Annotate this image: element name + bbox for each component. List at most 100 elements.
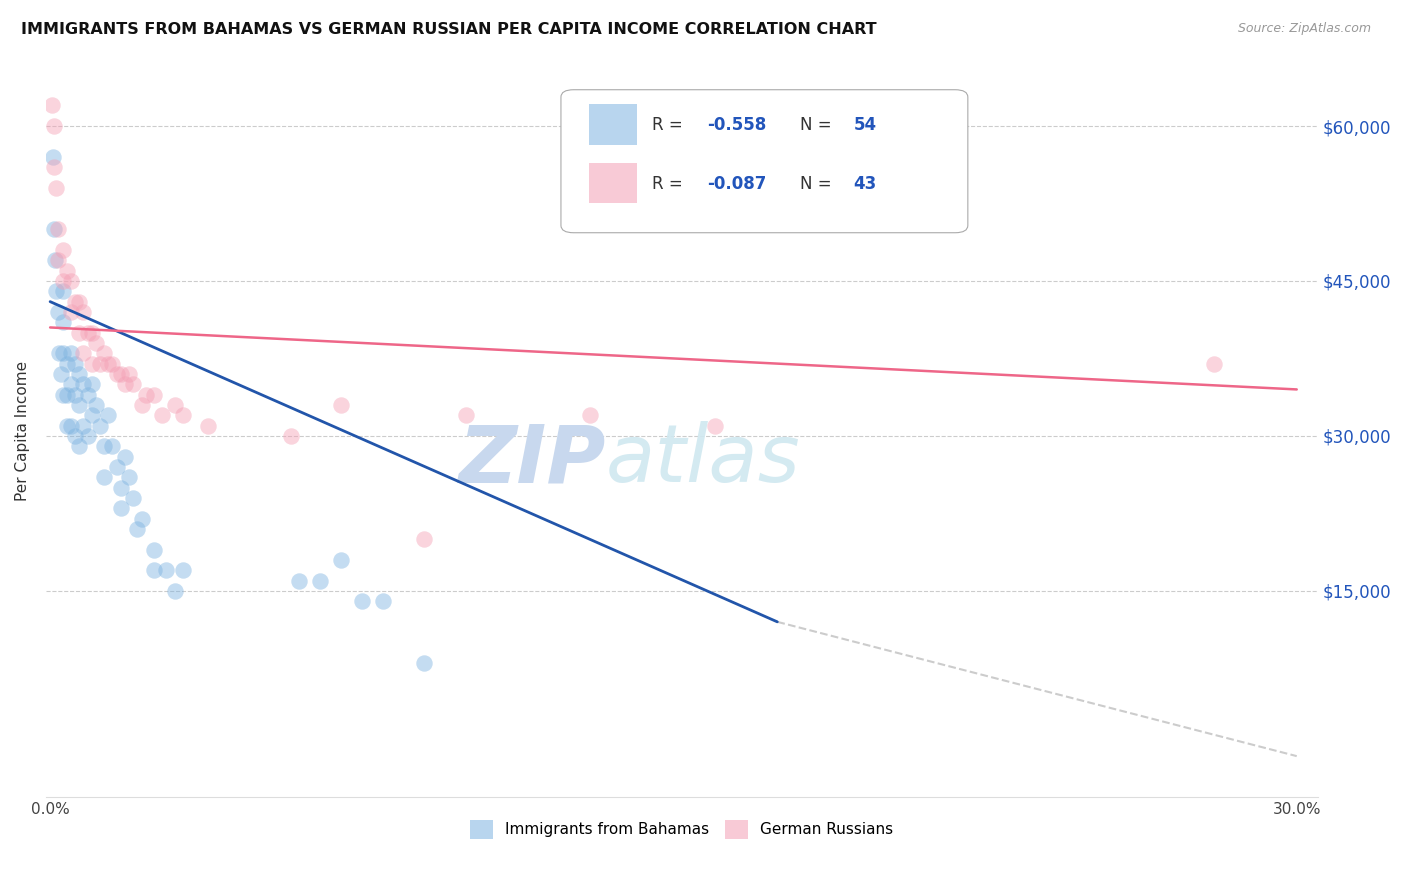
- Point: [72, 377, 94, 392]
- Point: [280, 429, 302, 443]
- Point: [48, 305, 70, 319]
- Point: [80, 357, 103, 371]
- Point: [84, 398, 107, 412]
- Point: [67, 439, 90, 453]
- Point: [45, 181, 67, 195]
- Point: [143, 563, 166, 577]
- Point: [63, 429, 86, 443]
- Point: [84, 335, 107, 350]
- Point: [76, 326, 98, 340]
- Point: [49, 367, 72, 381]
- Point: [67, 398, 90, 412]
- Point: [80, 377, 103, 392]
- Point: [52, 315, 75, 329]
- Point: [143, 387, 166, 401]
- Point: [67, 326, 90, 340]
- Point: [155, 563, 177, 577]
- Point: [76, 429, 98, 443]
- Point: [150, 409, 173, 423]
- Point: [48, 346, 70, 360]
- Point: [45, 285, 67, 299]
- Point: [704, 418, 727, 433]
- Point: [63, 357, 86, 371]
- Point: [44, 222, 66, 236]
- Text: -0.558: -0.558: [707, 116, 766, 134]
- Text: R =: R =: [652, 116, 689, 134]
- Point: [105, 367, 128, 381]
- Text: -0.087: -0.087: [707, 175, 766, 193]
- Point: [413, 656, 436, 670]
- FancyBboxPatch shape: [561, 90, 967, 233]
- Point: [48, 222, 70, 236]
- Y-axis label: Per Capita Income: Per Capita Income: [15, 360, 30, 500]
- Point: [52, 274, 75, 288]
- Point: [122, 377, 145, 392]
- Point: [309, 574, 332, 588]
- Point: [172, 563, 194, 577]
- Point: [93, 470, 115, 484]
- Text: 43: 43: [853, 175, 877, 193]
- Point: [93, 346, 115, 360]
- Point: [97, 409, 120, 423]
- Point: [44, 253, 66, 268]
- Point: [52, 243, 75, 257]
- Point: [63, 387, 86, 401]
- Point: [59, 377, 82, 392]
- Point: [42, 150, 65, 164]
- Point: [118, 367, 141, 381]
- Point: [55, 263, 77, 277]
- Point: [110, 367, 132, 381]
- Point: [143, 542, 166, 557]
- Point: [72, 418, 94, 433]
- Point: [371, 594, 394, 608]
- Point: [48, 253, 70, 268]
- Point: [163, 398, 186, 412]
- Point: [110, 481, 132, 495]
- Point: [59, 346, 82, 360]
- Point: [72, 305, 94, 319]
- Text: ZIP: ZIP: [458, 421, 606, 500]
- Point: [131, 398, 153, 412]
- Point: [172, 409, 194, 423]
- FancyBboxPatch shape: [589, 104, 637, 145]
- Point: [76, 387, 98, 401]
- Point: [67, 367, 90, 381]
- Point: [41, 98, 63, 112]
- Point: [52, 387, 75, 401]
- Text: 54: 54: [853, 116, 876, 134]
- Point: [197, 418, 219, 433]
- Point: [114, 450, 136, 464]
- Text: R =: R =: [652, 175, 689, 193]
- Text: Source: ZipAtlas.com: Source: ZipAtlas.com: [1237, 22, 1371, 36]
- Text: IMMIGRANTS FROM BAHAMAS VS GERMAN RUSSIAN PER CAPITA INCOME CORRELATION CHART: IMMIGRANTS FROM BAHAMAS VS GERMAN RUSSIA…: [21, 22, 877, 37]
- Point: [55, 387, 77, 401]
- Point: [101, 357, 124, 371]
- Text: N =: N =: [800, 116, 837, 134]
- Point: [72, 346, 94, 360]
- Point: [80, 409, 103, 423]
- Point: [135, 387, 157, 401]
- Point: [55, 357, 77, 371]
- Point: [127, 522, 149, 536]
- Text: atlas: atlas: [606, 421, 800, 500]
- Point: [163, 583, 186, 598]
- Point: [122, 491, 145, 505]
- Point: [131, 511, 153, 525]
- FancyBboxPatch shape: [589, 163, 637, 203]
- Point: [89, 357, 111, 371]
- Point: [114, 377, 136, 392]
- Text: N =: N =: [800, 175, 837, 193]
- Point: [118, 470, 141, 484]
- Point: [59, 418, 82, 433]
- Legend: Immigrants from Bahamas, German Russians: Immigrants from Bahamas, German Russians: [464, 814, 900, 845]
- Point: [350, 594, 373, 608]
- Point: [59, 274, 82, 288]
- Point: [288, 574, 311, 588]
- Point: [93, 439, 115, 453]
- Point: [44, 161, 66, 175]
- Point: [52, 346, 75, 360]
- Point: [63, 294, 86, 309]
- Point: [52, 285, 75, 299]
- Point: [579, 409, 602, 423]
- Point: [59, 305, 82, 319]
